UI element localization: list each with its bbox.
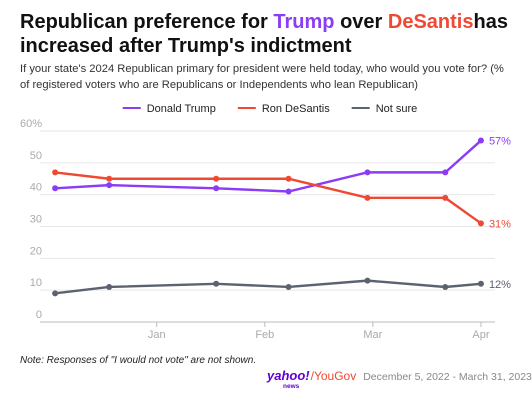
x-tick-label: Mar — [363, 329, 382, 341]
data-point — [364, 169, 371, 176]
data-point — [285, 175, 292, 182]
data-point — [442, 169, 449, 176]
value-label: 31% — [489, 218, 511, 230]
data-point — [52, 169, 59, 176]
data-point — [213, 280, 220, 287]
value-label: 12% — [489, 279, 511, 291]
y-tick-label: 10 — [30, 277, 42, 289]
data-point — [477, 220, 484, 227]
title-part: Republican preference for — [20, 11, 273, 33]
title-part: Trump — [273, 11, 334, 33]
subtitle-line: of registered voters who are Republicans… — [20, 79, 418, 91]
y-tick-label: 60% — [20, 118, 42, 130]
legend-label: Donald Trump — [147, 103, 216, 115]
x-tick-label: Apr — [472, 329, 489, 341]
data-point — [285, 188, 292, 195]
x-tick-label: Feb — [255, 329, 274, 341]
data-point — [106, 182, 113, 189]
y-tick-label: 0 — [36, 309, 42, 321]
data-point — [213, 185, 220, 192]
data-point — [213, 175, 220, 182]
legend: Donald Trump Ron DeSantis Not sure — [122, 103, 418, 115]
title-part: DeSantis — [388, 11, 474, 33]
data-point — [106, 283, 113, 290]
y-tick-label: 30 — [30, 214, 42, 226]
y-tick-label: 50 — [30, 150, 42, 162]
data-point — [285, 283, 292, 290]
data-point — [442, 283, 449, 290]
y-tick-label: 40 — [30, 182, 42, 194]
series-line — [55, 139, 482, 193]
logo-yahoo: yahoo! — [266, 368, 310, 383]
legend-label: Ron DeSantis — [262, 103, 330, 115]
series-line — [54, 171, 482, 225]
logo-yougov: /YouGov — [311, 369, 357, 383]
data-point — [52, 185, 59, 192]
title-part: has — [473, 11, 507, 33]
data-point — [477, 280, 484, 287]
note: Note: Responses of "I would not vote" ar… — [20, 355, 256, 366]
data-point — [52, 290, 59, 297]
series-line — [54, 279, 482, 295]
subtitle: If your state's 2024 Republican primary … — [20, 63, 504, 91]
title-part: over — [335, 11, 388, 33]
logo-news: news — [283, 383, 300, 390]
data-point — [364, 194, 371, 201]
chart-title: Republican preference for Trump over DeS… — [20, 11, 508, 57]
data-point — [477, 137, 484, 144]
subtitle-line: If your state's 2024 Republican primary … — [20, 63, 504, 75]
x-tick-label: Jan — [148, 329, 166, 341]
data-point — [106, 175, 113, 182]
date-range: December 5, 2022 - March 31, 2023 — [363, 371, 532, 383]
legend-label: Not sure — [376, 103, 418, 115]
title-part: increased after Trump's indictment — [20, 35, 352, 57]
y-tick-label: 20 — [30, 245, 42, 257]
data-point — [442, 194, 449, 201]
data-point — [364, 277, 371, 284]
value-label: 57% — [489, 136, 511, 148]
